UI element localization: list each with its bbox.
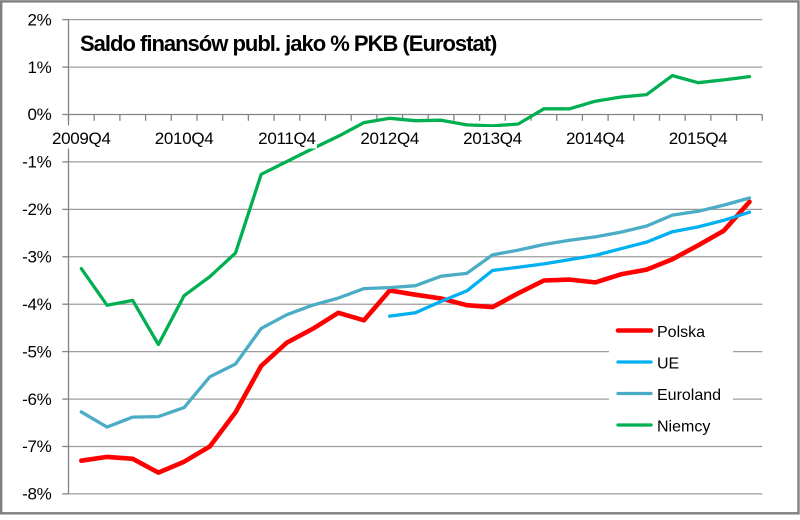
svg-text:UE: UE	[657, 356, 679, 373]
svg-text:-2%: -2%	[22, 200, 52, 219]
svg-text:Saldo finansów publ. jako % PK: Saldo finansów publ. jako % PKB (Eurosta…	[80, 31, 497, 56]
svg-text:2009Q4: 2009Q4	[52, 129, 111, 148]
svg-text:2%: 2%	[28, 10, 52, 29]
svg-text:Polska: Polska	[657, 324, 705, 341]
svg-text:1%: 1%	[28, 58, 52, 77]
svg-text:2013Q4: 2013Q4	[463, 129, 522, 148]
svg-text:-4%: -4%	[22, 295, 52, 314]
svg-text:-6%: -6%	[22, 390, 52, 409]
svg-text:Euroland: Euroland	[657, 387, 721, 404]
svg-text:Niemcy: Niemcy	[657, 419, 710, 436]
svg-text:0%: 0%	[28, 105, 52, 124]
svg-text:-3%: -3%	[22, 248, 52, 267]
svg-text:-7%: -7%	[22, 437, 52, 456]
svg-text:2010Q4: 2010Q4	[155, 129, 214, 148]
svg-text:2012Q4: 2012Q4	[360, 129, 419, 148]
svg-text:-8%: -8%	[22, 485, 52, 504]
svg-text:2015Q4: 2015Q4	[669, 129, 728, 148]
svg-text:2014Q4: 2014Q4	[566, 129, 625, 148]
svg-text:2011Q4: 2011Q4	[258, 129, 315, 148]
svg-text:-1%: -1%	[22, 153, 52, 172]
svg-text:-5%: -5%	[22, 342, 52, 361]
